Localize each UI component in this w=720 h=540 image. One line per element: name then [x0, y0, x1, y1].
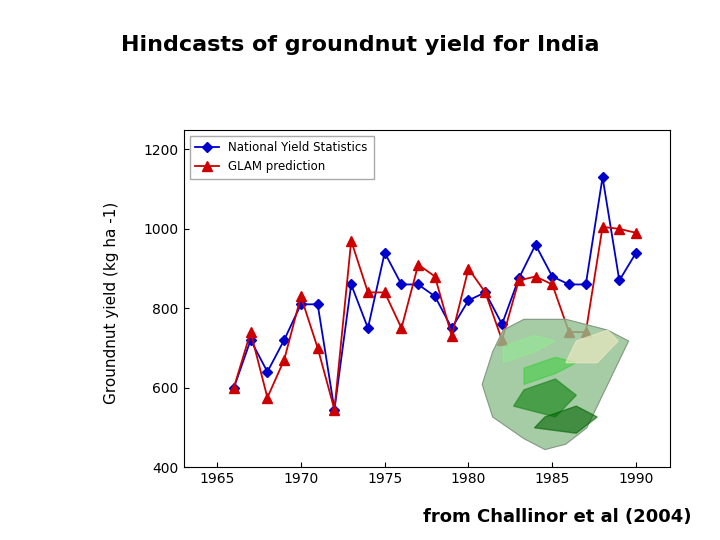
Legend: National Yield Statistics, GLAM prediction: National Yield Statistics, GLAM predicti…: [189, 136, 374, 179]
National Yield Statistics: [447, 325, 456, 332]
GLAM prediction: [564, 329, 573, 335]
GLAM prediction: [531, 273, 540, 280]
GLAM prediction: [548, 281, 557, 288]
GLAM prediction: [598, 224, 607, 230]
Text: Groundnut yield (kg ha -1): Groundnut yield (kg ha -1): [104, 201, 119, 403]
GLAM prediction: [615, 226, 624, 232]
National Yield Statistics: [330, 406, 338, 413]
National Yield Statistics: [347, 281, 356, 288]
National Yield Statistics: [498, 321, 506, 327]
GLAM prediction: [464, 265, 473, 272]
National Yield Statistics: [297, 301, 305, 308]
National Yield Statistics: [280, 337, 289, 343]
GLAM prediction: [263, 394, 271, 401]
GLAM prediction: [330, 406, 338, 413]
Line: National Yield Statistics: National Yield Statistics: [230, 173, 640, 413]
National Yield Statistics: [598, 174, 607, 180]
GLAM prediction: [414, 261, 423, 268]
National Yield Statistics: [564, 281, 573, 288]
GLAM prediction: [631, 230, 640, 236]
GLAM prediction: [297, 293, 305, 300]
National Yield Statistics: [548, 273, 557, 280]
National Yield Statistics: [515, 275, 523, 282]
GLAM prediction: [347, 238, 356, 244]
National Yield Statistics: [481, 289, 490, 295]
GLAM prediction: [280, 356, 289, 363]
Text: from Challinor et al (2004): from Challinor et al (2004): [423, 509, 691, 526]
National Yield Statistics: [313, 301, 322, 308]
Line: GLAM prediction: GLAM prediction: [229, 222, 641, 414]
National Yield Statistics: [431, 293, 439, 300]
GLAM prediction: [313, 345, 322, 351]
National Yield Statistics: [414, 281, 423, 288]
National Yield Statistics: [631, 249, 640, 256]
National Yield Statistics: [464, 297, 473, 303]
National Yield Statistics: [230, 384, 238, 391]
GLAM prediction: [380, 289, 389, 295]
GLAM prediction: [246, 329, 255, 335]
GLAM prediction: [447, 333, 456, 339]
National Yield Statistics: [531, 241, 540, 248]
GLAM prediction: [582, 329, 590, 335]
Text: Hindcasts of groundnut yield for India: Hindcasts of groundnut yield for India: [121, 35, 599, 55]
GLAM prediction: [481, 289, 490, 295]
National Yield Statistics: [397, 281, 406, 288]
GLAM prediction: [515, 277, 523, 284]
National Yield Statistics: [615, 277, 624, 284]
National Yield Statistics: [380, 249, 389, 256]
GLAM prediction: [397, 325, 406, 332]
GLAM prediction: [230, 384, 238, 391]
GLAM prediction: [431, 273, 439, 280]
GLAM prediction: [364, 289, 372, 295]
GLAM prediction: [498, 337, 506, 343]
National Yield Statistics: [364, 325, 372, 332]
National Yield Statistics: [246, 337, 255, 343]
National Yield Statistics: [582, 281, 590, 288]
National Yield Statistics: [263, 369, 271, 375]
